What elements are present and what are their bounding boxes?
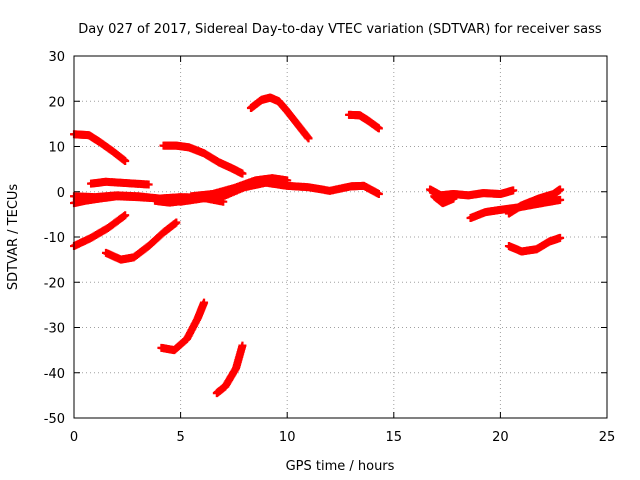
axes: 0 5 10 15 20 25 -50 -40 -30 -20 -10 0 10 20 30 — [44, 50, 616, 445]
y-tick-label: -20 — [44, 276, 65, 291]
data-point — [449, 194, 458, 203]
y-tick-label: -50 — [44, 412, 65, 427]
data-point — [200, 298, 209, 307]
series-track-a — [70, 130, 130, 165]
series-track-m — [212, 341, 247, 398]
data-point — [509, 186, 518, 195]
data-series — [70, 93, 565, 398]
x-tick-label: 10 — [279, 430, 296, 445]
x-tick-label: 20 — [492, 430, 509, 445]
x-tick-label: 25 — [599, 430, 616, 445]
y-tick-label: -30 — [44, 322, 65, 337]
series-track-q — [504, 185, 565, 218]
x-tick-label: 0 — [70, 430, 78, 445]
series-track-f — [87, 177, 153, 189]
data-point — [219, 190, 228, 199]
data-point — [304, 134, 313, 143]
series-track-j — [70, 211, 130, 251]
series-track-k — [101, 218, 181, 264]
data-point — [556, 195, 565, 204]
data-point — [144, 180, 153, 189]
chart-title: Day 027 of 2017, Sidereal Day-to-day VTE… — [78, 22, 602, 37]
series-track-o — [430, 192, 458, 208]
y-tick-label: -10 — [44, 231, 65, 246]
series-track-b — [159, 141, 247, 178]
x-tick-label: 5 — [176, 430, 184, 445]
x-tick-label: 15 — [386, 430, 403, 445]
data-point — [374, 124, 383, 133]
series-track-r — [504, 233, 565, 256]
data-point — [556, 233, 565, 242]
data-point — [219, 197, 228, 206]
y-tick-label: 20 — [48, 95, 65, 110]
y-tick-label: 10 — [48, 141, 65, 156]
data-point — [121, 211, 130, 220]
data-point — [556, 185, 565, 194]
y-tick-label: 30 — [48, 50, 65, 65]
data-point — [283, 176, 292, 185]
data-point — [172, 218, 181, 227]
data-point — [121, 156, 130, 165]
y-axis-label: SDTVAR / TECUs — [6, 184, 21, 291]
y-tick-label: -40 — [44, 367, 65, 382]
data-point — [238, 169, 247, 178]
series-track-i — [151, 190, 228, 207]
data-point — [374, 190, 383, 199]
x-axis-label: GPS time / hours — [286, 459, 395, 474]
series-track-c — [246, 93, 313, 143]
y-tick-label: 0 — [57, 186, 65, 201]
series-track-l — [157, 298, 209, 355]
series-track-d — [345, 110, 383, 133]
data-point — [238, 341, 247, 350]
